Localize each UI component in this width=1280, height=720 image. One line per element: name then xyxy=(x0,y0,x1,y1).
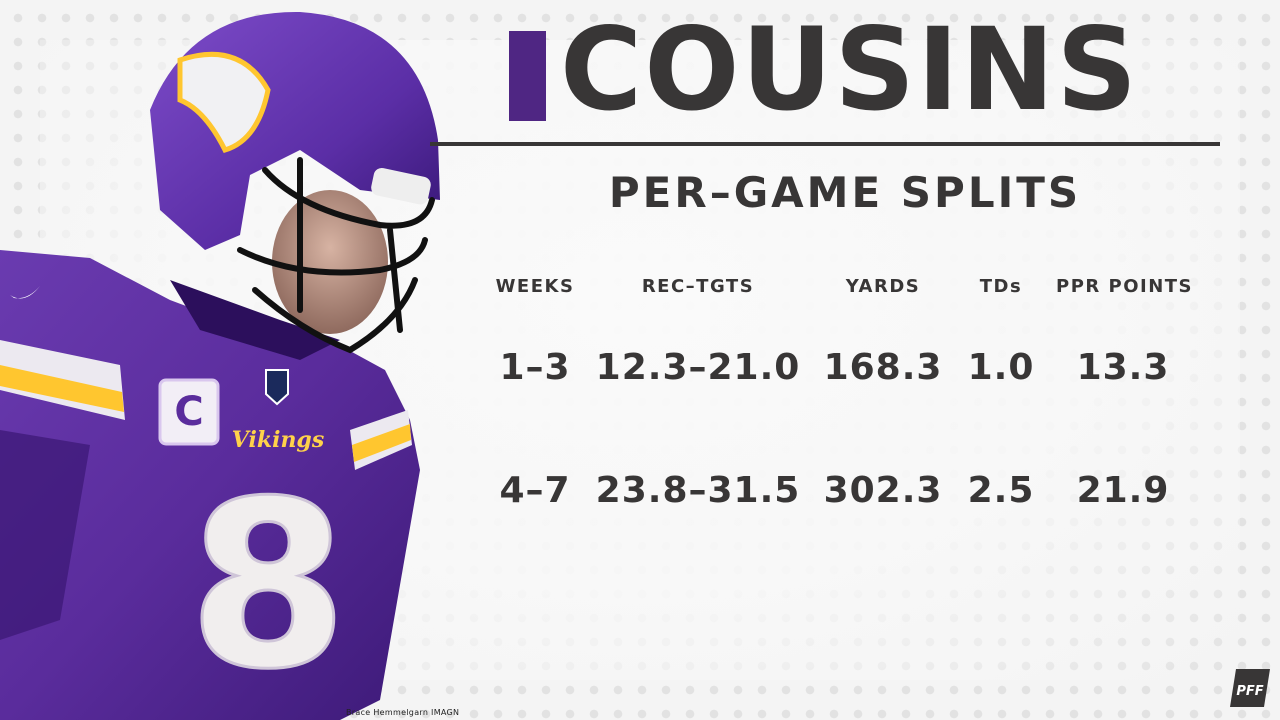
jersey-number: 8 xyxy=(188,453,348,720)
column-header-yards: YARDS xyxy=(845,276,921,297)
page-subtitle: PER–GAME SPLITS xyxy=(608,168,1082,217)
table-cell: 1.0 xyxy=(967,347,1035,388)
column-header-weeks: WEEKS xyxy=(495,276,575,297)
title-divider xyxy=(430,142,1220,146)
table-cell: 1–3 xyxy=(499,347,571,388)
column-header-tds: TDs xyxy=(979,276,1023,297)
column-header-ppr-points: PPR POINTS xyxy=(1056,276,1194,297)
player-photo: C Vikings 8 xyxy=(0,0,440,720)
column-header-rec-tgts: REC–TGTS xyxy=(641,276,755,297)
table-cell: 12.3–21.0 xyxy=(595,347,801,388)
table-cell: 2.5 xyxy=(967,470,1035,511)
table-cell: 4–7 xyxy=(499,470,571,511)
svg-text:Vikings: Vikings xyxy=(232,427,324,453)
table-cell: 21.9 xyxy=(1076,470,1170,511)
logo-text: PFF xyxy=(1236,684,1263,699)
svg-text:C: C xyxy=(174,389,203,435)
pff-logo: PFF xyxy=(1228,667,1272,709)
table-cell: 302.3 xyxy=(823,470,943,511)
table-cell: 13.3 xyxy=(1076,347,1170,388)
player-illustration: C Vikings 8 xyxy=(0,11,440,720)
photo-credit: Brace Hemmelgarn IMAGN xyxy=(346,708,460,717)
table-cell: 168.3 xyxy=(823,347,943,388)
title-accent-bar xyxy=(509,31,546,121)
table-cell: 23.8–31.5 xyxy=(595,470,801,511)
page-title: COUSINS xyxy=(560,3,1140,137)
